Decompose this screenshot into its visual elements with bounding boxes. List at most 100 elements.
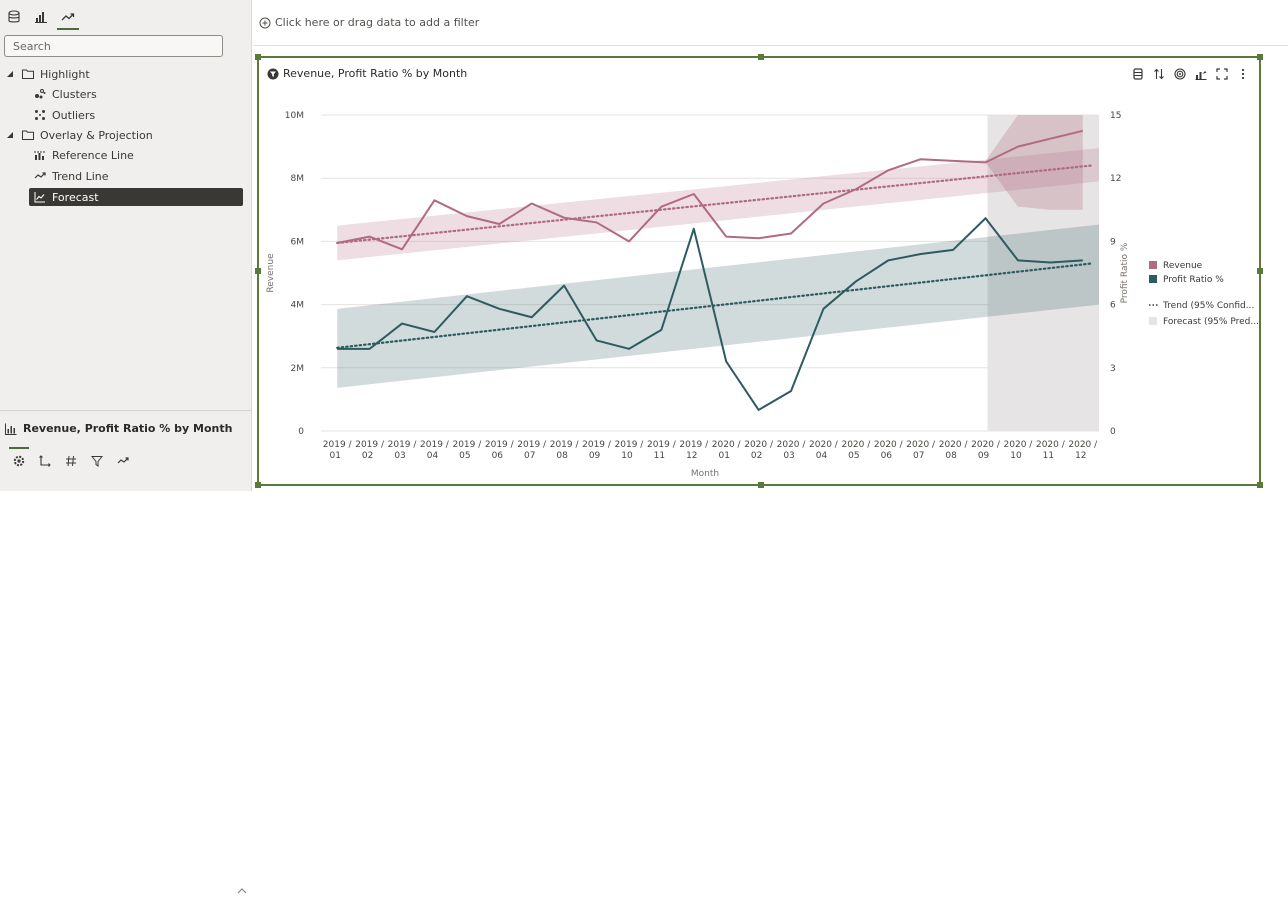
legend-label: Forecast (95% Pred... [1163, 317, 1259, 327]
x-tick-label: 2019 / [582, 440, 612, 450]
analytics-tab[interactable] [57, 6, 79, 30]
x-tick-label: 2019 / [517, 440, 547, 450]
x-tick-label: 12 [686, 451, 697, 461]
more-button[interactable] [1232, 66, 1253, 82]
search-input[interactable] [4, 35, 223, 57]
x-tick-label: 2019 / [485, 440, 515, 450]
bar-chart-icon [5, 423, 17, 435]
tree-folder-highlight[interactable]: Highlight [5, 65, 90, 83]
sort-button[interactable] [1148, 66, 1169, 82]
legend-swatch [1149, 261, 1157, 269]
x-tick-label: 2019 / [550, 440, 580, 450]
x-tick-label: 11 [1043, 451, 1054, 461]
legend-label: Revenue [1163, 261, 1203, 271]
axis-tab[interactable] [32, 451, 58, 471]
visualization-frame[interactable]: Revenue, Profit Ratio % by Month 0 2M 4M 6M… [255, 54, 1263, 488]
tree-item-reference-line[interactable]: Reference Line [33, 146, 134, 164]
viz-properties-panel: Revenue, Profit Ratio % by Month [0, 410, 252, 894]
y-axis-left-title: Revenue [266, 253, 276, 293]
trend-line-icon [33, 169, 47, 183]
y-left-tick-label: 10M [285, 111, 304, 121]
folder-icon [21, 128, 35, 142]
settings-tab[interactable] [6, 447, 32, 471]
x-tick-label: 2019 / [388, 440, 418, 450]
x-tick-label: 2019 / [615, 440, 645, 450]
tree-folder-overlay[interactable]: Overlay & Projection [5, 126, 153, 144]
x-tick-label: 2020 / [874, 440, 904, 450]
chart-icon [35, 12, 47, 23]
x-tick-label: 2019 / [647, 440, 677, 450]
x-tick-label: 2020 / [939, 440, 969, 450]
resize-handle[interactable] [255, 54, 261, 60]
more-icon [1241, 68, 1244, 80]
legend-swatch [1149, 275, 1157, 283]
x-tick-label: 04 [427, 451, 439, 461]
x-tick-label: 2020 / [777, 440, 807, 450]
resize-handle[interactable] [1257, 268, 1263, 274]
maximize-button[interactable] [1211, 66, 1232, 82]
caret-down-icon[interactable] [5, 130, 15, 140]
reference-line-icon [33, 148, 47, 162]
resize-handle[interactable] [1257, 54, 1263, 60]
x-tick-label: 02 [751, 451, 762, 461]
maximize-icon [1215, 68, 1228, 80]
add-filter-label: Click here or drag data to add a filter [275, 16, 480, 29]
tree-label: Highlight [40, 67, 90, 81]
number-format-icon [66, 455, 76, 467]
settings-icon [13, 455, 25, 467]
series-lines [336, 129, 1093, 411]
clusters-icon [33, 87, 47, 101]
x-tick-label: 10 [1010, 451, 1022, 461]
profit-ratio-line [337, 217, 1083, 411]
filter-tab[interactable] [84, 451, 110, 471]
x-tick-label: 2020 / [1036, 440, 1066, 450]
profit-trend-line [336, 262, 1093, 349]
filter-funnel-icon[interactable] [267, 68, 279, 80]
target-icon [1173, 68, 1186, 80]
tree-item-outliers[interactable]: Outliers [33, 106, 95, 124]
viz-properties-tabs [6, 447, 136, 471]
database-icon [8, 10, 20, 23]
viz-header: Revenue, Profit Ratio % by Month [267, 67, 467, 80]
y-right-tick-label: 9 [1110, 237, 1116, 247]
axis-icon [39, 455, 51, 467]
x-tick-label: 07 [524, 451, 535, 461]
resize-handle[interactable] [758, 54, 764, 60]
data-tab[interactable] [3, 6, 25, 28]
add-filter-button[interactable]: Click here or drag data to add a filter [259, 16, 479, 29]
x-tick-label: 2020 / [906, 440, 936, 450]
analytics-properties-tab[interactable] [110, 451, 136, 471]
filter-bar: Click here or drag data to add a filter [253, 0, 1288, 46]
tree-item-trend-line[interactable]: Trend Line [33, 167, 109, 185]
resize-handle[interactable] [255, 482, 261, 488]
chevron-up-icon[interactable] [236, 885, 248, 897]
tree-item-forecast[interactable]: Forecast [29, 188, 243, 206]
tree-label: Forecast [52, 190, 99, 204]
visualizations-tab[interactable] [30, 6, 52, 28]
target-button[interactable] [1169, 66, 1190, 82]
analytics-icon [117, 457, 129, 464]
caret-down-icon[interactable] [5, 69, 15, 79]
x-tick-label: 08 [945, 451, 957, 461]
viz-toolbar [1127, 66, 1253, 82]
y-right-tick-label: 12 [1110, 174, 1121, 184]
tree-label: Overlay & Projection [40, 128, 153, 142]
tree-label: Trend Line [52, 169, 109, 183]
number-format-tab[interactable] [58, 451, 84, 471]
tree-item-clusters[interactable]: Clusters [33, 85, 97, 103]
revenue-forecast-band [985, 115, 1083, 210]
data-action-button[interactable] [1127, 66, 1148, 82]
resize-handle[interactable] [255, 268, 261, 274]
x-tick-label: 06 [492, 451, 504, 461]
filter-icon [91, 456, 103, 467]
x-tick-label: 2019 / [420, 440, 450, 450]
sort-icon [1153, 68, 1164, 80]
resize-handle[interactable] [758, 482, 764, 488]
y-right-tick-label: 6 [1110, 301, 1116, 311]
resize-handle[interactable] [1257, 482, 1263, 488]
folder-icon [21, 67, 35, 81]
legend: Revenue Profit Ratio % Trend (95% Confid..… [1149, 261, 1259, 327]
x-tick-label: 02 [362, 451, 373, 461]
chart-type-button[interactable] [1190, 66, 1211, 82]
